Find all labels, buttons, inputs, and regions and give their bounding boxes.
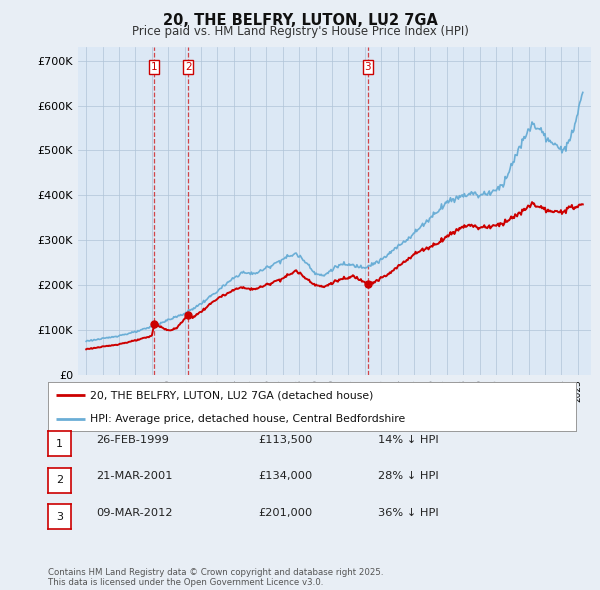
Text: 21-MAR-2001: 21-MAR-2001 — [96, 471, 173, 481]
Text: 1: 1 — [151, 62, 158, 72]
Text: 3: 3 — [56, 512, 63, 522]
Text: £134,000: £134,000 — [258, 471, 312, 481]
Text: 36% ↓ HPI: 36% ↓ HPI — [378, 508, 439, 517]
Text: 1: 1 — [56, 439, 63, 448]
Text: 3: 3 — [365, 62, 371, 72]
Text: 28% ↓ HPI: 28% ↓ HPI — [378, 471, 439, 481]
Text: 14% ↓ HPI: 14% ↓ HPI — [378, 435, 439, 444]
Text: 2: 2 — [56, 476, 63, 485]
Text: £201,000: £201,000 — [258, 508, 312, 517]
Text: 20, THE BELFRY, LUTON, LU2 7GA: 20, THE BELFRY, LUTON, LU2 7GA — [163, 13, 437, 28]
Text: Contains HM Land Registry data © Crown copyright and database right 2025.
This d: Contains HM Land Registry data © Crown c… — [48, 568, 383, 587]
Text: Price paid vs. HM Land Registry's House Price Index (HPI): Price paid vs. HM Land Registry's House … — [131, 25, 469, 38]
Text: 26-FEB-1999: 26-FEB-1999 — [96, 435, 169, 444]
Text: HPI: Average price, detached house, Central Bedfordshire: HPI: Average price, detached house, Cent… — [90, 414, 406, 424]
Text: 20, THE BELFRY, LUTON, LU2 7GA (detached house): 20, THE BELFRY, LUTON, LU2 7GA (detached… — [90, 391, 374, 401]
Text: £113,500: £113,500 — [258, 435, 313, 444]
Text: 09-MAR-2012: 09-MAR-2012 — [96, 508, 173, 517]
Text: 2: 2 — [185, 62, 191, 72]
